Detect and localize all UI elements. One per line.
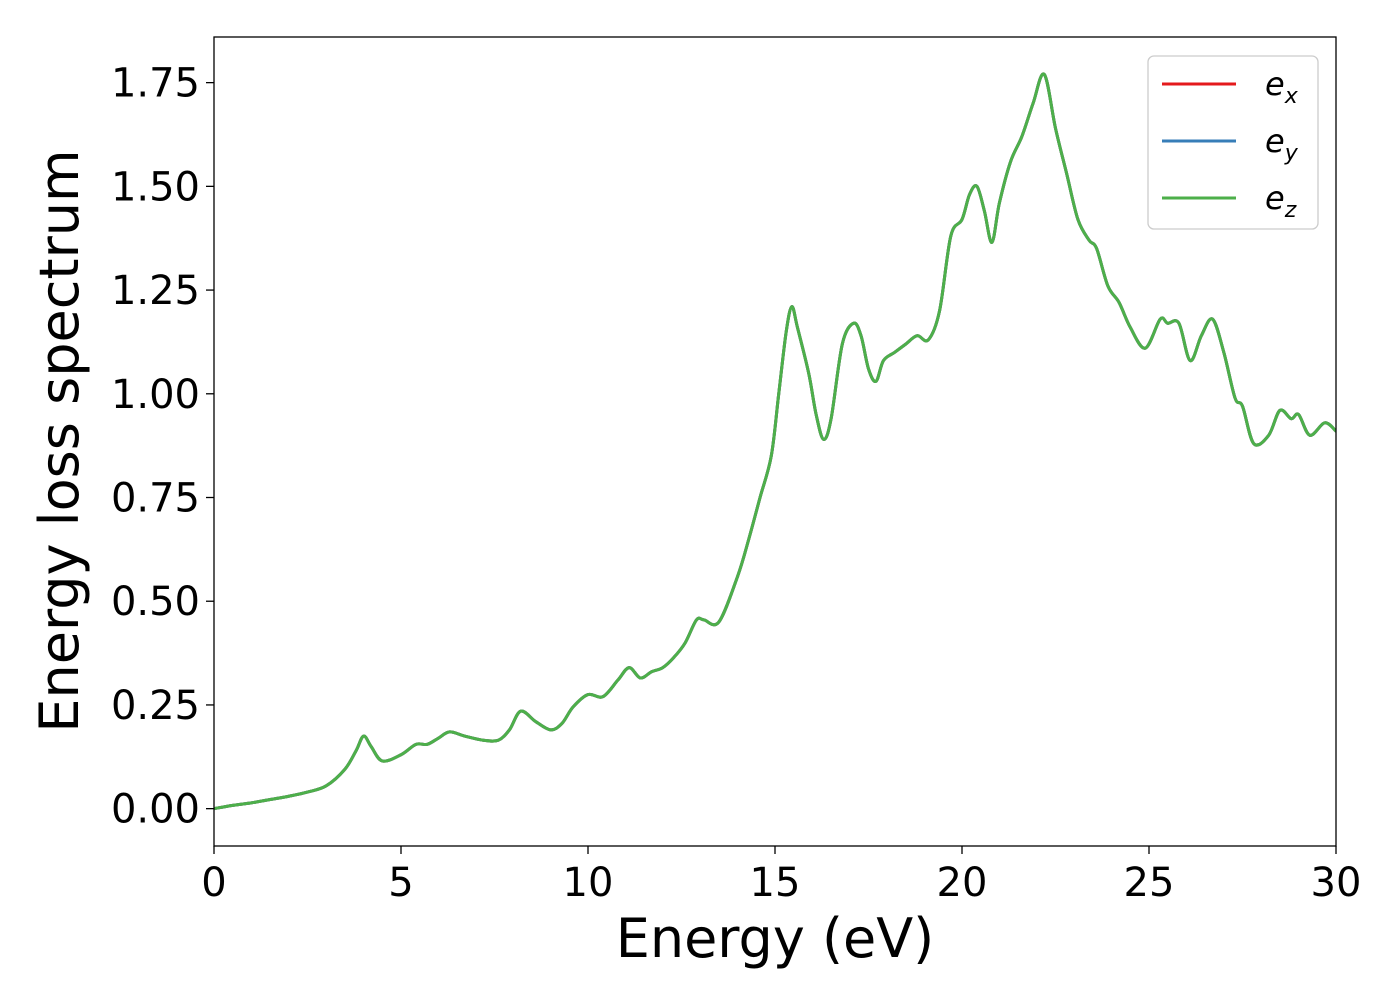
series-line-e-z: [214, 72, 1336, 811]
x-axis-label: Energy (eV): [616, 907, 935, 970]
x-tick-label: 0: [201, 860, 226, 906]
legend: ex ey ez: [1147, 55, 1319, 230]
x-tick-label: 5: [388, 860, 413, 906]
y-tick-label: 0.00: [111, 787, 200, 833]
x-tick-label: 15: [750, 860, 801, 906]
y-tick-label: 0.25: [111, 683, 200, 729]
y-tick-label: 0.50: [111, 579, 200, 625]
y-tick-label: 1.50: [111, 164, 200, 210]
y-axis-label: Energy loss spectrum: [28, 149, 91, 732]
x-tick-label: 20: [937, 860, 988, 906]
y-tick-label: 1.75: [111, 61, 200, 107]
legend-label-e-x: ex: [1265, 65, 1299, 109]
y-tick-label: 1.25: [111, 268, 200, 314]
x-tick-label: 10: [563, 860, 614, 906]
y-tick-label: 1.00: [111, 372, 200, 418]
x-tick-label: 30: [1311, 860, 1362, 906]
y-tick-label: 0.75: [111, 476, 200, 522]
legend-label-e-z: ez: [1265, 179, 1297, 223]
legend-label-e-y: ey: [1265, 122, 1299, 166]
x-tick-label: 25: [1124, 860, 1175, 906]
